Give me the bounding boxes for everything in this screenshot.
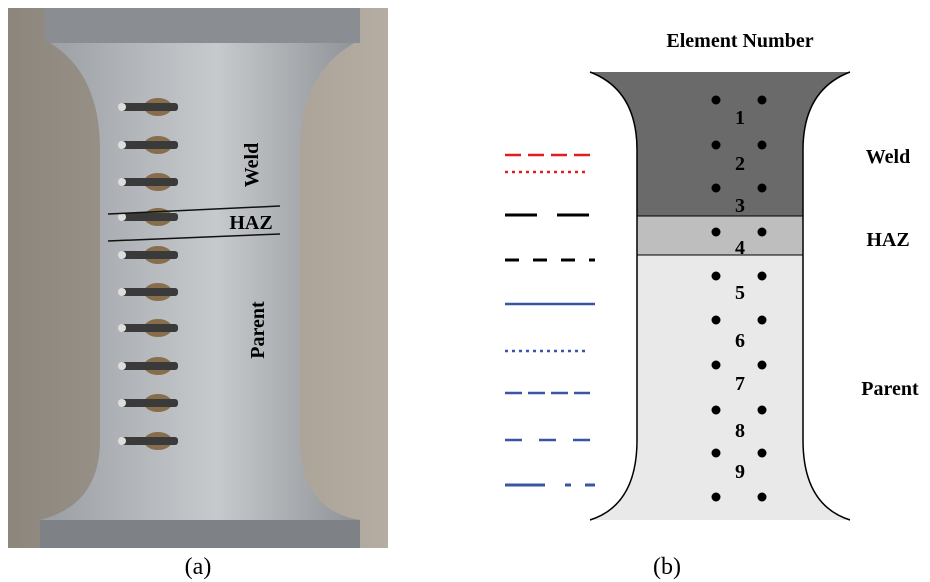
electrode-dot <box>712 141 721 150</box>
electrode-dot <box>758 272 767 281</box>
pin <box>120 437 178 445</box>
electrode-dot <box>712 228 721 237</box>
photo-label: Weld <box>241 143 263 187</box>
photo-label: Parent <box>247 301 269 359</box>
pin-head <box>118 103 126 111</box>
electrode-dot <box>758 316 767 325</box>
element-number: 8 <box>735 420 745 442</box>
photo: Weld HAZ Parent <box>8 8 388 548</box>
pin-head <box>118 437 126 445</box>
pin <box>120 213 178 221</box>
pin <box>120 103 178 111</box>
electrode-dot <box>758 141 767 150</box>
electrode-dot <box>758 493 767 502</box>
element-number: 5 <box>735 282 745 304</box>
electrode-dot <box>758 406 767 415</box>
pin <box>120 178 178 186</box>
pin-head <box>118 251 126 259</box>
element-number: 6 <box>735 330 745 352</box>
zone-label: Parent <box>861 378 919 400</box>
electrode-dot <box>712 449 721 458</box>
element-number: 7 <box>735 373 745 395</box>
pin-head <box>118 178 126 186</box>
electrode-dot <box>712 361 721 370</box>
electrode-dot <box>758 361 767 370</box>
caption: (a) <box>185 554 212 580</box>
pin-head <box>118 141 126 149</box>
pin <box>120 251 178 259</box>
caption: (b) <box>653 554 681 580</box>
pin-head <box>118 362 126 370</box>
zones <box>580 60 860 535</box>
element-number: 3 <box>735 195 745 217</box>
electrode-dot <box>712 272 721 281</box>
pin <box>120 324 178 332</box>
photo-label: HAZ <box>229 212 272 234</box>
pin <box>120 288 178 296</box>
electrode-dot <box>758 96 767 105</box>
electrode-dot <box>712 184 721 193</box>
line-styles <box>505 155 595 485</box>
pin <box>120 141 178 149</box>
diagram-title: Element Number <box>666 30 813 52</box>
element-number: 4 <box>735 237 745 259</box>
element-number: 1 <box>735 107 745 129</box>
electrode-dot <box>758 184 767 193</box>
electrode-dot <box>712 316 721 325</box>
pin-head <box>118 399 126 407</box>
electrode-dot <box>712 406 721 415</box>
pin <box>120 362 178 370</box>
pin <box>120 399 178 407</box>
electrode-dot <box>758 228 767 237</box>
electrode-dot <box>758 449 767 458</box>
zone-label: Weld <box>866 146 910 168</box>
figure: Weld HAZ Parent (a) Element Number 1 2 3 4 5… <box>0 0 930 582</box>
element-number: 9 <box>735 461 745 483</box>
pin-head <box>118 324 126 332</box>
zone-label: HAZ <box>866 229 909 251</box>
electrode-dot <box>712 493 721 502</box>
element-number: 2 <box>735 153 745 175</box>
pin-head <box>118 288 126 296</box>
electrode-dot <box>712 96 721 105</box>
